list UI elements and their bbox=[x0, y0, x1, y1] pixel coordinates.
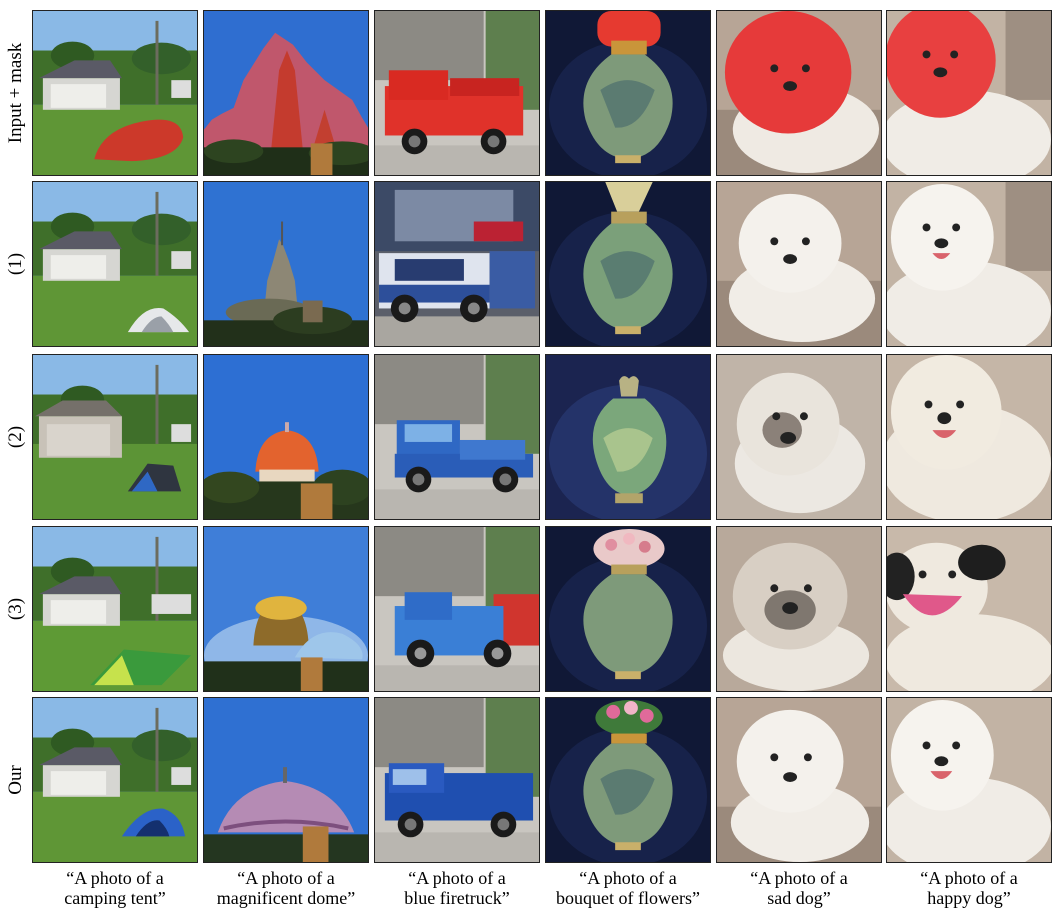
caption-blue-firetruck: “A photo of a blue firetruck” bbox=[374, 868, 540, 908]
caption-camping-tent: “A photo of a camping tent” bbox=[32, 868, 198, 908]
image-2-happy-dog bbox=[886, 354, 1052, 520]
row-label-1: (1) bbox=[5, 252, 26, 276]
caption-line-1: “A photo of a bbox=[579, 868, 677, 888]
image-2-dome bbox=[203, 354, 369, 520]
image-1-sad-dog bbox=[716, 181, 882, 347]
image-our-firetruck bbox=[374, 697, 540, 863]
image-2-vase bbox=[545, 354, 711, 520]
row-label-2: (2) bbox=[5, 425, 26, 449]
image-2-tent bbox=[32, 354, 198, 520]
caption-sad-dog: “A photo of a sad dog” bbox=[716, 868, 882, 908]
caption-magnificent-dome: “A photo of a magnificent dome” bbox=[203, 868, 369, 908]
image-1-firetruck bbox=[374, 181, 540, 347]
image-1-dome bbox=[203, 181, 369, 347]
image-input-vase bbox=[545, 10, 711, 176]
row-label-input-mask: Input + mask bbox=[5, 42, 26, 144]
image-1-vase bbox=[545, 181, 711, 347]
caption-line-2: bouquet of flowers” bbox=[556, 888, 700, 908]
image-input-tent bbox=[32, 10, 198, 176]
image-1-tent bbox=[32, 181, 198, 347]
image-2-firetruck bbox=[374, 354, 540, 520]
image-input-dome bbox=[203, 10, 369, 176]
image-3-sad-dog bbox=[716, 526, 882, 692]
image-our-happy-dog bbox=[886, 697, 1052, 863]
caption-line-2: camping tent” bbox=[64, 888, 166, 908]
caption-line-1: “A photo of a bbox=[237, 868, 335, 888]
caption-line-2: blue firetruck” bbox=[404, 888, 510, 908]
image-input-happy-dog bbox=[886, 10, 1052, 176]
image-our-vase bbox=[545, 697, 711, 863]
caption-line-1: “A photo of a bbox=[750, 868, 848, 888]
image-input-sad-dog bbox=[716, 10, 882, 176]
caption-line-2: happy dog” bbox=[927, 888, 1011, 908]
image-3-firetruck bbox=[374, 526, 540, 692]
image-3-happy-dog bbox=[886, 526, 1052, 692]
caption-bouquet-of-flowers: “A photo of a bouquet of flowers” bbox=[545, 868, 711, 908]
caption-line-2: sad dog” bbox=[767, 888, 831, 908]
image-1-happy-dog bbox=[886, 181, 1052, 347]
row-label-our: Our bbox=[5, 765, 26, 795]
image-our-dome bbox=[203, 697, 369, 863]
image-3-vase bbox=[545, 526, 711, 692]
image-input-firetruck bbox=[374, 10, 540, 176]
image-3-dome bbox=[203, 526, 369, 692]
image-our-tent bbox=[32, 697, 198, 863]
caption-line-1: “A photo of a bbox=[920, 868, 1018, 888]
row-label-3: (3) bbox=[5, 597, 26, 621]
image-our-sad-dog bbox=[716, 697, 882, 863]
caption-line-1: “A photo of a bbox=[408, 868, 506, 888]
image-3-tent bbox=[32, 526, 198, 692]
caption-line-1: “A photo of a bbox=[66, 868, 164, 888]
caption-line-2: magnificent dome” bbox=[216, 888, 356, 908]
image-2-sad-dog bbox=[716, 354, 882, 520]
caption-happy-dog: “A photo of a happy dog” bbox=[886, 868, 1052, 908]
